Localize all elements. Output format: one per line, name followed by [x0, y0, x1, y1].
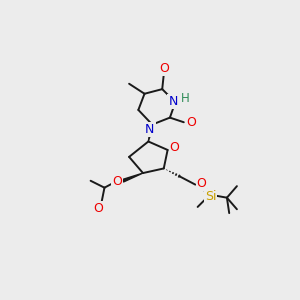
Text: O: O — [196, 177, 206, 190]
Polygon shape — [122, 173, 143, 182]
Text: N: N — [168, 95, 178, 108]
Text: H: H — [181, 92, 190, 105]
Text: O: O — [186, 116, 196, 129]
Text: Si: Si — [205, 190, 217, 203]
Text: N: N — [145, 123, 154, 136]
Text: O: O — [112, 175, 122, 188]
Text: O: O — [160, 62, 170, 75]
Text: O: O — [169, 141, 179, 154]
Polygon shape — [148, 124, 154, 142]
Text: O: O — [93, 202, 103, 215]
